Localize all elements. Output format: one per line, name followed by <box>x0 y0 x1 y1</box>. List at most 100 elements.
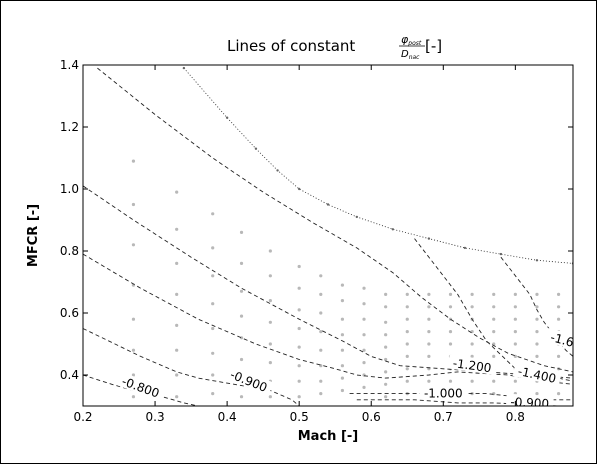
data-point <box>268 299 272 303</box>
data-point <box>319 311 323 315</box>
data-point <box>556 392 561 396</box>
data-point <box>384 357 388 362</box>
data-point <box>492 379 496 383</box>
data-point <box>211 302 215 306</box>
data-point <box>384 382 388 386</box>
boundary-marker <box>254 147 258 150</box>
data-point <box>268 342 272 346</box>
data-point <box>513 330 517 334</box>
x-axis-label: Mach [-] <box>298 429 358 444</box>
data-point <box>384 333 388 337</box>
data-point <box>362 361 366 365</box>
data-point <box>513 317 517 321</box>
data-point <box>362 286 366 290</box>
contour-line <box>83 328 300 406</box>
contour-line <box>349 393 573 401</box>
title-group: Lines of constant φpost Dnac [-] <box>227 33 442 61</box>
data-point <box>319 274 323 278</box>
title-denominator: Dnac <box>401 49 420 61</box>
y-tick-label: 1.2 <box>60 120 79 134</box>
data-point <box>492 305 496 309</box>
data-point <box>319 330 323 334</box>
x-tick-label: 0.4 <box>218 410 237 424</box>
data-point <box>297 308 301 312</box>
boundary-marker <box>182 66 186 70</box>
data-point <box>405 367 409 371</box>
data-point <box>535 330 539 334</box>
data-point <box>427 330 431 334</box>
data-point <box>340 388 345 393</box>
data-point <box>268 361 272 365</box>
data-point <box>405 379 409 383</box>
data-point <box>470 354 474 358</box>
data-point <box>175 348 179 352</box>
contour-label-bg <box>419 385 467 400</box>
data-point <box>175 373 179 377</box>
title-numerator: φpost <box>401 33 422 47</box>
data-point <box>340 317 345 321</box>
data-point <box>362 302 366 306</box>
data-point <box>405 292 409 296</box>
data-point <box>239 230 244 234</box>
axes-frame <box>82 64 574 407</box>
title-prefix: Lines of constant <box>227 37 355 55</box>
contour-label: -1.000 <box>424 387 463 401</box>
data-point <box>448 305 453 309</box>
contour-label: -0.900 <box>510 395 549 411</box>
data-point <box>297 326 301 331</box>
title-denominator-sub: nac <box>409 54 420 61</box>
boundary-line <box>183 67 573 264</box>
data-point <box>513 305 517 309</box>
data-point <box>513 342 517 346</box>
data-point <box>448 379 453 383</box>
contour-label-group: -1.200 <box>447 354 497 375</box>
y-axis-label: MFCR [-] <box>26 204 41 267</box>
data-point <box>513 292 517 296</box>
contour-label-bg <box>224 364 274 396</box>
data-point <box>175 292 179 296</box>
y-tick-label: 0.8 <box>60 244 79 258</box>
data-point <box>211 373 215 377</box>
data-point <box>384 292 388 296</box>
boundary-marker <box>326 203 330 206</box>
data-point <box>384 320 388 324</box>
contour-line <box>97 67 573 373</box>
data-point <box>535 392 539 396</box>
data-point <box>131 317 136 321</box>
data-point <box>340 283 345 287</box>
data-point <box>239 314 244 318</box>
data-point <box>297 345 301 349</box>
boundary-marker <box>391 228 395 231</box>
y-tick-label: 0.4 <box>60 368 79 382</box>
data-point <box>131 373 136 377</box>
data-point <box>427 379 431 383</box>
contour-label: -0.800 <box>120 374 161 400</box>
y-tick-label: 1.0 <box>60 182 79 196</box>
contour-label-group: -1.000 <box>419 385 467 401</box>
data-point <box>340 299 345 303</box>
data-point <box>427 292 431 296</box>
data-point <box>340 333 345 337</box>
y-tick-label: 0.6 <box>60 306 79 320</box>
x-tick-label: 0.8 <box>506 410 525 424</box>
data-point <box>362 385 366 389</box>
contour-label-bg <box>544 327 573 352</box>
data-point <box>340 364 345 368</box>
data-point <box>211 392 215 396</box>
data-point <box>131 243 136 247</box>
x-tick-label: 0.5 <box>290 410 309 424</box>
title-numerator-sub: post <box>407 40 422 47</box>
boundary-marker <box>297 187 301 191</box>
boundary-marker <box>463 246 467 250</box>
contour-line <box>356 399 573 406</box>
boundary-marker <box>499 252 503 256</box>
data-point <box>492 330 496 334</box>
contour-line <box>414 238 573 382</box>
data-point <box>268 395 272 399</box>
data-point <box>492 317 496 321</box>
data-point <box>492 392 496 396</box>
data-point <box>427 342 431 346</box>
contour-label-bg <box>512 362 562 386</box>
data-point <box>535 292 539 296</box>
contour-label-group: -1.400 <box>512 362 562 386</box>
